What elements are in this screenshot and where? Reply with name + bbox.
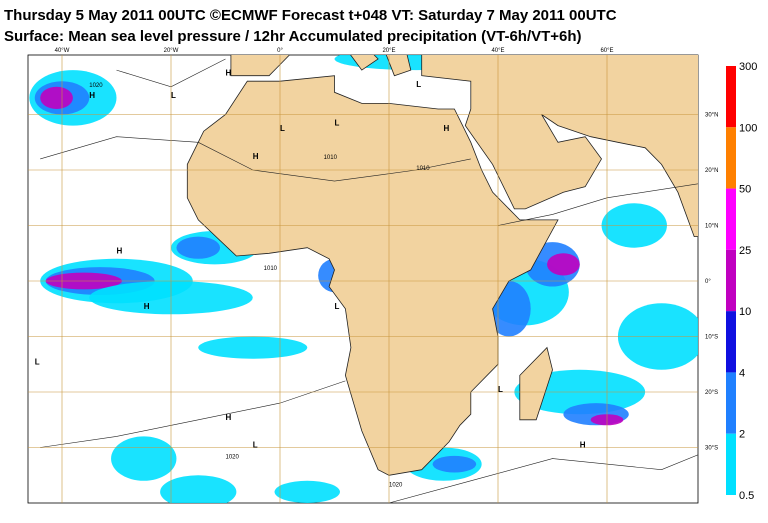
subtitle: Surface: Mean sea level pressure / 12hr … <box>4 28 582 45</box>
isobar-label: 1010 <box>324 155 338 161</box>
land <box>421 55 698 238</box>
pressure-center: L <box>171 91 176 100</box>
isobar <box>388 454 698 503</box>
precipitation-area <box>274 480 340 503</box>
pressure-center: L <box>335 302 340 311</box>
latitude-label: 30°N <box>705 113 718 119</box>
colorbar-label: 50 <box>739 184 751 196</box>
precipitation-area <box>176 236 221 259</box>
title: Thursday 5 May 2011 00UTC ©ECMWF Forecas… <box>4 7 617 24</box>
pressure-center: L <box>416 80 421 89</box>
pressure-center: H <box>117 246 123 255</box>
colorbar-label: 0.5 <box>739 490 754 502</box>
isobar-label: 1020 <box>389 482 403 488</box>
colorbar-segment <box>726 433 736 495</box>
precipitation-area <box>40 86 73 109</box>
pressure-center: H <box>253 152 259 161</box>
isobar-label: 1020 <box>226 455 240 461</box>
colorbar-segment <box>726 372 736 434</box>
precipitation-area <box>547 253 580 276</box>
latitude-label: 30°S <box>705 446 718 452</box>
isobar <box>40 380 346 448</box>
latitude-label: 20°N <box>705 168 718 174</box>
colorbar-segment <box>726 66 736 128</box>
pressure-center: H <box>226 413 232 422</box>
latitude-label: 20°S <box>705 390 718 396</box>
land <box>519 346 553 421</box>
colorbar-label: 10 <box>739 306 751 318</box>
colorbar-label: 2 <box>739 429 745 441</box>
precipitation-area <box>198 336 308 359</box>
map-content <box>28 55 698 503</box>
colorbar-label: 25 <box>739 245 751 257</box>
latitude-label: 10°S <box>705 335 718 341</box>
latitude-label: 0° <box>705 279 711 285</box>
colorbar-segment <box>726 249 736 312</box>
longitude-label: 20°W <box>164 48 179 54</box>
longitude-label: 60°E <box>600 48 613 54</box>
pressure-center: L <box>35 357 40 366</box>
colorbar-label: 4 <box>739 367 745 379</box>
isobar-label: 1010 <box>416 166 430 172</box>
land <box>385 55 412 77</box>
colorbar-segment <box>726 311 736 373</box>
longitude-label: 0° <box>277 48 283 54</box>
precipitation-area <box>432 455 477 473</box>
longitude-label: 20°E <box>382 48 395 54</box>
colorbar-label: 300 <box>739 61 757 73</box>
latitude-label: 10°N <box>705 224 718 230</box>
colorbar-label: 100 <box>739 122 757 134</box>
pressure-center: L <box>280 124 285 133</box>
longitude-label: 40°W <box>55 48 70 54</box>
colorbar: 300 100 50 25 10 4 2 0.5 <box>726 61 757 502</box>
land <box>350 55 379 71</box>
pressure-center: L <box>498 385 503 394</box>
longitude-label: 40°E <box>491 48 504 54</box>
colorbar-segment <box>726 127 736 189</box>
pressure-center: H <box>144 302 150 311</box>
pressure-center: L <box>253 441 258 450</box>
precipitation-area <box>160 475 237 503</box>
precipitation-area <box>111 436 177 481</box>
pressure-center: H <box>580 441 586 450</box>
colorbar-segment <box>726 188 736 250</box>
isobar <box>497 183 698 226</box>
isobar-label: 1020 <box>89 83 103 89</box>
pressure-center: L <box>335 119 340 128</box>
pressure-center: H <box>226 69 232 78</box>
map-labels: 40°W 20°W 0° 20°E 40°E 60°E 30°N 20°N 10°N 0° 10°S… <box>35 48 719 488</box>
pressure-center: H <box>444 124 450 133</box>
isobar-label: 1010 <box>264 266 278 272</box>
pressure-center: H <box>89 91 95 100</box>
